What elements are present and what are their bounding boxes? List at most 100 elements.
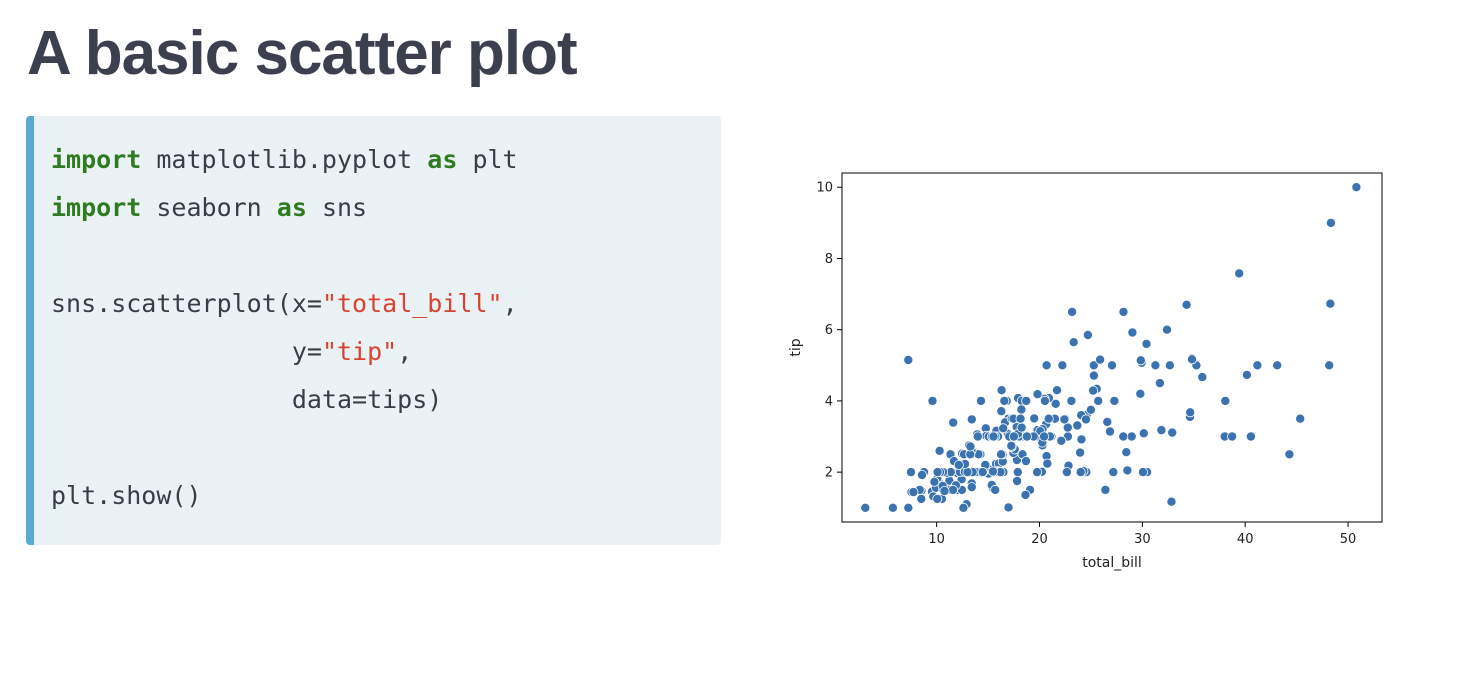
scatter-point <box>998 423 1009 434</box>
code-keyword: as <box>276 193 307 222</box>
scatter-point <box>1161 324 1172 335</box>
code-keyword: import <box>51 193 142 222</box>
code-text: matplotlib.pyplot <box>141 145 428 174</box>
scatter-point <box>1088 360 1099 371</box>
scatter-point <box>932 493 943 504</box>
scatter-point <box>1068 337 1079 348</box>
code-keyword: import <box>51 145 142 174</box>
scatter-point <box>1166 496 1177 507</box>
scatter-point <box>1003 502 1014 513</box>
scatter-point <box>1126 431 1137 442</box>
scatter-point <box>1167 427 1178 438</box>
scatter-point <box>860 502 871 513</box>
code-line: plt.show() <box>51 472 721 520</box>
scatter-point <box>1104 426 1115 437</box>
scatter-point <box>1135 355 1146 366</box>
scatter-point <box>966 414 977 425</box>
x-tick-label: 40 <box>1237 532 1254 547</box>
scatter-point <box>1032 467 1043 478</box>
code-text: sns <box>306 193 368 222</box>
scatter-point <box>1051 385 1062 396</box>
scatter-point <box>988 431 999 442</box>
x-tick-label: 30 <box>1134 532 1151 547</box>
code-text: plt.show() <box>51 481 202 510</box>
scatter-point <box>927 395 938 406</box>
code-text: y= <box>51 337 322 366</box>
scatter-point <box>1080 414 1091 425</box>
scatter-point <box>1075 467 1086 478</box>
scatter-point <box>965 441 976 452</box>
scatter-point <box>987 466 998 477</box>
scatter-point <box>1012 467 1023 478</box>
code-line: data=tips) <box>51 376 721 424</box>
scatter-point <box>996 406 1007 417</box>
scatter-point <box>1020 456 1031 467</box>
scatter-point <box>1085 404 1096 415</box>
scatter-point <box>1095 354 1106 365</box>
scatter-point <box>1118 306 1129 317</box>
scatter-point <box>996 449 1007 460</box>
scatter-point <box>1284 449 1295 460</box>
y-tick-label: 6 <box>825 323 833 338</box>
scatter-point <box>958 502 969 513</box>
code-line <box>51 424 721 472</box>
code-lines: import matplotlib.pyplot as plt import se… <box>51 136 721 520</box>
scatter-point <box>996 385 1007 396</box>
scatter-point <box>1042 458 1053 469</box>
scatter-point <box>1015 413 1026 424</box>
slide-title: A basic scatter plot <box>27 19 578 88</box>
scatter-point <box>1118 431 1129 442</box>
scatter-point <box>1324 360 1335 371</box>
scatter-point <box>947 484 958 495</box>
code-line: sns.scatterplot(x="total_bill", <box>51 280 721 328</box>
scatter-point <box>939 485 950 496</box>
code-keyword: as <box>427 145 458 174</box>
scatter-point <box>1295 413 1306 424</box>
scatter-point <box>1021 395 1032 406</box>
scatter-point <box>1325 217 1336 228</box>
code-string: "total_bill" <box>321 289 503 318</box>
scatter-point <box>1109 395 1120 406</box>
scatter-point <box>1150 360 1161 371</box>
scatter-point <box>1072 420 1083 431</box>
scatter-point <box>1138 428 1149 439</box>
scatter-point <box>1220 395 1231 406</box>
scatter-point <box>929 476 940 487</box>
scatter-point <box>1351 182 1362 193</box>
y-axis-label: tip <box>788 338 804 356</box>
scatter-point <box>1272 360 1283 371</box>
scatter-point <box>905 467 916 478</box>
scatter-point <box>1043 413 1054 424</box>
scatter-point <box>1066 395 1077 406</box>
scatter-point <box>1061 467 1072 478</box>
scatter-point <box>1021 431 1032 442</box>
scatter-point <box>1076 434 1087 445</box>
code-line <box>51 232 721 280</box>
scatter-point <box>1137 467 1148 478</box>
scatter-point <box>1108 467 1119 478</box>
scatter-point <box>1016 422 1027 433</box>
scatter-point <box>1075 447 1086 458</box>
scatter-point <box>1164 360 1175 371</box>
scatter-point <box>1106 360 1117 371</box>
scatter-point <box>1039 395 1050 406</box>
code-text: , <box>397 337 413 366</box>
scatter-point <box>1059 414 1070 425</box>
code-block: import matplotlib.pyplot as plt import se… <box>26 116 721 545</box>
scatter-point <box>903 354 914 365</box>
scatter-point <box>1121 447 1132 458</box>
y-tick-label: 2 <box>825 466 833 481</box>
scatter-point <box>1082 329 1093 340</box>
scatter-point <box>1135 388 1146 399</box>
x-axis-label: total_bill <box>1082 555 1142 571</box>
x-tick-label: 50 <box>1340 532 1357 547</box>
scatter-point <box>1141 338 1152 349</box>
scatter-point <box>1252 360 1263 371</box>
scatter-point <box>1029 413 1040 424</box>
code-text: plt <box>457 145 518 174</box>
scatter-point <box>990 484 1001 495</box>
scatter-point <box>972 431 983 442</box>
scatter-point <box>1039 431 1050 442</box>
scatter-point <box>932 467 943 478</box>
scatter-point <box>1012 475 1023 486</box>
